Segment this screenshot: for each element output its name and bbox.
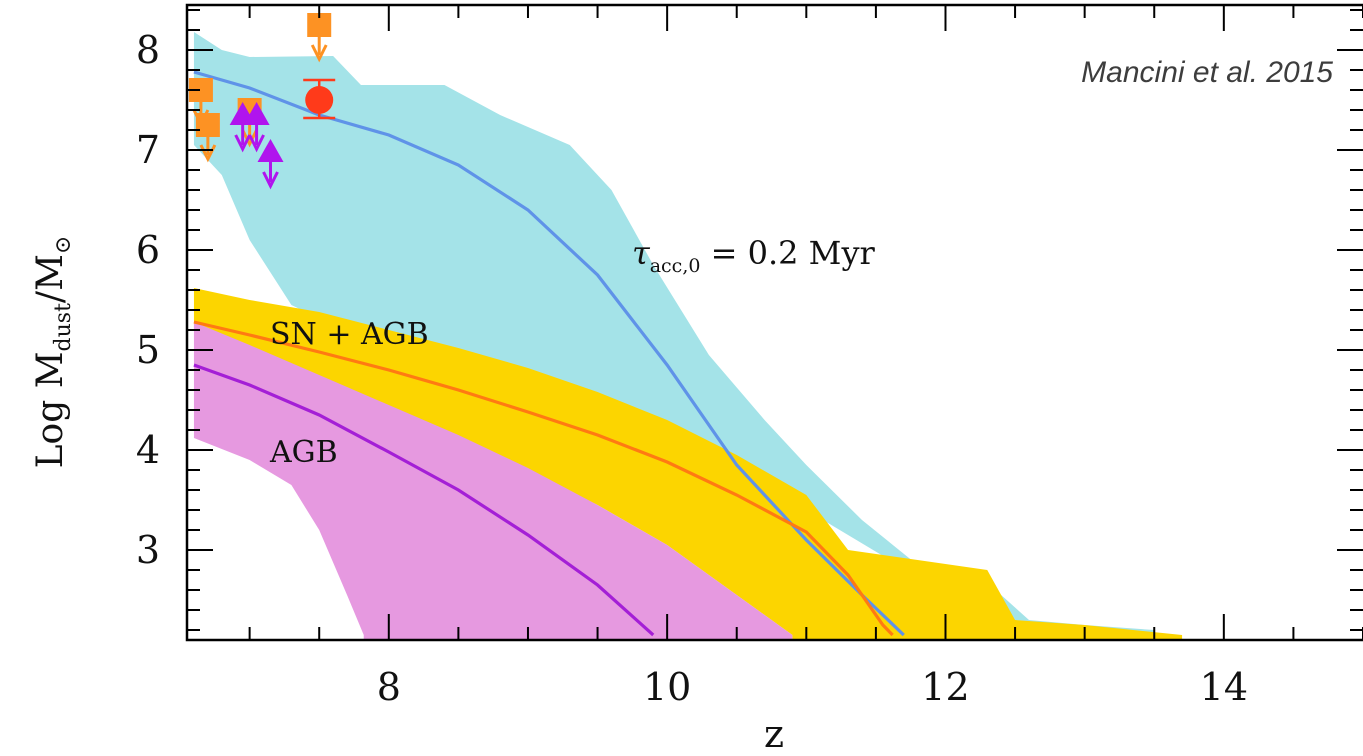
y-label-base: Log M xyxy=(30,351,71,468)
y-tick-label: 7 xyxy=(136,128,160,172)
y-tick-label: 5 xyxy=(136,328,160,372)
tau-subscript: acc,0 xyxy=(650,255,701,277)
tau-value: = 0.2 Myr xyxy=(700,234,875,272)
y-label-sub: dust xyxy=(51,303,76,352)
y-axis-label: Log Mdust/M⊙ xyxy=(30,236,76,469)
tau-band xyxy=(193,32,1155,640)
x-axis-label: z xyxy=(764,712,784,756)
triangle-point-2 xyxy=(257,139,284,162)
agb-median-line xyxy=(193,363,655,637)
triangle-arrowhead-0 xyxy=(234,134,252,153)
line-layer xyxy=(193,70,905,637)
y-tick-label: 8 xyxy=(136,28,160,72)
x-tick-label: 10 xyxy=(643,665,691,709)
tau-symbol: τ xyxy=(632,234,651,272)
square-arrowhead-3 xyxy=(310,44,328,63)
sn-agb-median-line xyxy=(193,320,894,637)
tau-annotation: τacc,0 = 0.2 Myr xyxy=(632,234,876,277)
y-tick-label: 6 xyxy=(136,228,160,272)
y-tick-label: 4 xyxy=(136,428,160,472)
square-point-1 xyxy=(195,113,220,137)
triangle-point-1 xyxy=(243,102,270,125)
y-label-tail: /M xyxy=(30,254,71,303)
triangle-arrowhead-2 xyxy=(262,171,279,190)
circle-point xyxy=(305,86,334,114)
square-arrowhead-2 xyxy=(241,129,258,148)
x-tick-label: 12 xyxy=(921,665,969,709)
plot-frame xyxy=(185,3,1363,642)
axes-frame: 8 10 12 14 3 4 5 6 7 8 xyxy=(136,3,1363,709)
band-layer xyxy=(193,32,1183,640)
sn-agb-band xyxy=(193,288,1183,640)
y-label-sun: ⊙ xyxy=(51,236,76,254)
sn-agb-label: SN + AGB xyxy=(270,317,429,352)
credit-label: Mancini et al. 2015 xyxy=(1081,56,1333,89)
tau-median-line xyxy=(193,70,905,637)
agb-band xyxy=(193,322,793,640)
triangle-arrowhead-1 xyxy=(248,134,265,153)
x-tick-label: 14 xyxy=(1200,665,1248,709)
x-tick-label: 8 xyxy=(377,665,401,709)
agb-label: AGB xyxy=(269,435,338,470)
y-tick-label: 3 xyxy=(136,528,160,572)
